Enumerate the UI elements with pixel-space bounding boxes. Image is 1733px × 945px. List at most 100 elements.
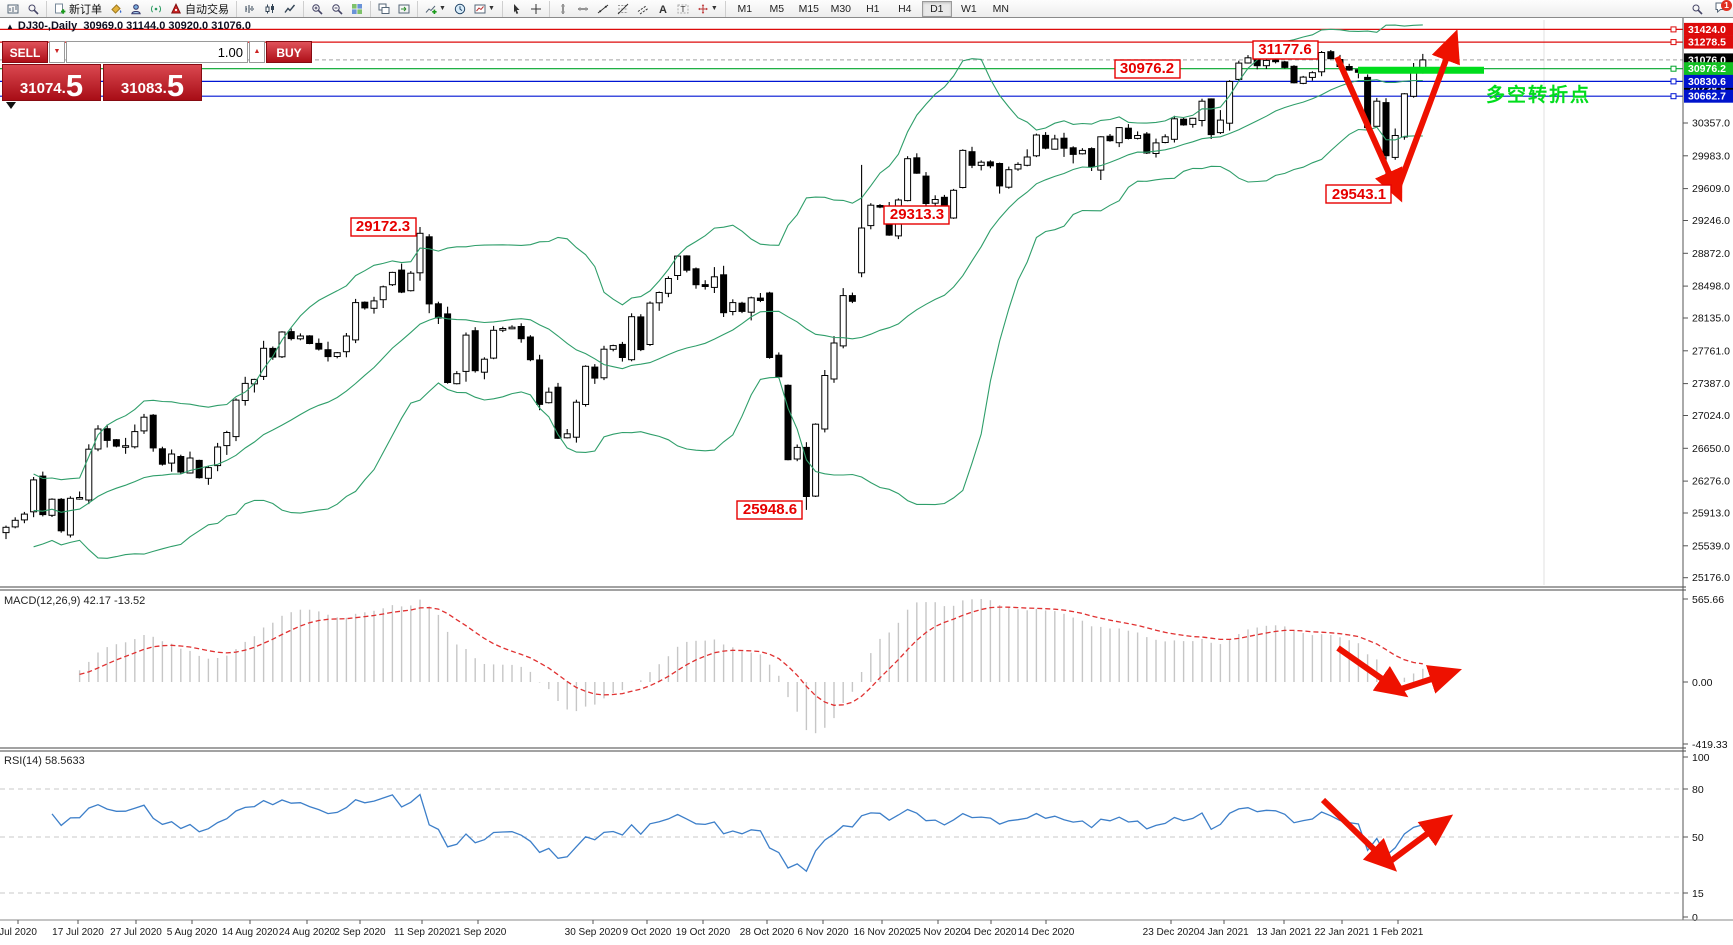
template-button[interactable]: ▼ (471, 0, 498, 17)
buy-price: 31083. (120, 80, 167, 97)
volume-decrease-button[interactable]: ▼ (49, 41, 65, 63)
chevron-down-icon[interactable]: ▼ (439, 5, 446, 12)
symbol-marker-icon: ▲ (6, 22, 14, 31)
magnifier-button[interactable] (24, 0, 42, 17)
hline-button[interactable] (574, 0, 592, 17)
candles-chart-icon (264, 3, 276, 15)
svg-text:29313.3: 29313.3 (890, 206, 944, 223)
label-t-button[interactable]: T (674, 0, 692, 17)
svg-text:31424.0: 31424.0 (1688, 24, 1726, 36)
channel-button[interactable] (634, 0, 652, 17)
arrows-tool-button[interactable]: ▼ (694, 0, 721, 17)
sell-price-display[interactable]: 31074. 5 (2, 64, 101, 101)
search-icon (1691, 3, 1703, 15)
line-chart-icon (284, 3, 296, 15)
text-a-button[interactable]: A (654, 0, 672, 17)
bars-chart-icon (244, 3, 256, 15)
svg-text:9 Oct 2020: 9 Oct 2020 (623, 927, 672, 938)
notifications-button[interactable]: 1 (1715, 0, 1732, 16)
new-order-button[interactable]: 新订单 (51, 0, 105, 17)
crosshair-button[interactable] (527, 0, 545, 17)
timeframe-m5-button[interactable]: M5 (769, 2, 785, 15)
cascade-button[interactable] (375, 0, 393, 17)
svg-text:21 Sep 2020: 21 Sep 2020 (450, 927, 507, 938)
svg-text:26276.0: 26276.0 (1692, 476, 1730, 488)
candles-chart-button[interactable] (261, 0, 279, 17)
timeframe-h1-button[interactable]: H1 (866, 2, 880, 15)
svg-text:30830.6: 30830.6 (1688, 76, 1726, 88)
svg-text:13 Jan 2021: 13 Jan 2021 (1256, 927, 1311, 938)
svg-text:0: 0 (1692, 912, 1698, 924)
search-button[interactable] (1688, 0, 1706, 17)
svg-text:565.66: 565.66 (1692, 594, 1724, 606)
chart-title: ▲ DJ30-,Daily 30969.0 31144.0 30920.0 310… (6, 20, 251, 32)
cone-button[interactable]: 自动交易 (167, 0, 232, 17)
chart-window-icon (7, 3, 19, 15)
fibo-icon (617, 3, 629, 15)
svg-text:25913.0: 25913.0 (1692, 508, 1730, 520)
svg-text:0.00: 0.00 (1692, 677, 1713, 689)
signal-button[interactable] (147, 0, 165, 17)
volume-input[interactable] (66, 41, 248, 63)
new-order-icon (54, 3, 66, 15)
buy-price-display[interactable]: 31083. 5 (103, 64, 202, 101)
svg-text:MACD(12,26,9) 42.17 -13.52: MACD(12,26,9) 42.17 -13.52 (4, 595, 145, 607)
cursor-button[interactable] (507, 0, 525, 17)
zoom-out-button[interactable] (328, 0, 346, 17)
svg-text:1 Feb 2021: 1 Feb 2021 (1373, 927, 1424, 938)
trade-panel-collapse-arrow[interactable] (6, 102, 16, 109)
track-button[interactable] (395, 0, 413, 17)
label-t-icon: T (677, 3, 689, 15)
cone-icon (170, 2, 182, 15)
trendline-button[interactable] (594, 0, 612, 17)
timeframe-m15-button[interactable]: M15 (798, 2, 820, 15)
timeframe-m1-button[interactable]: M1 (737, 2, 753, 15)
chevron-down-icon[interactable]: ▼ (487, 5, 495, 12)
arrows-tool-icon (697, 3, 709, 15)
sell-button[interactable]: SELL (2, 41, 48, 63)
svg-text:100: 100 (1692, 752, 1710, 764)
svg-text:29609.0: 29609.0 (1692, 183, 1730, 195)
clock-icon (454, 3, 466, 15)
buy-button[interactable]: BUY (266, 41, 312, 63)
svg-text:25176.0: 25176.0 (1692, 572, 1730, 584)
magnifier-icon (27, 3, 39, 15)
chart-window-button[interactable] (4, 0, 22, 17)
timeframe-d1-button[interactable]: D1 (921, 0, 952, 17)
timeframe-m30-button[interactable]: M30 (830, 2, 852, 15)
svg-text:28135.0: 28135.0 (1692, 313, 1730, 325)
bucket-button[interactable] (107, 0, 125, 17)
vline-button[interactable] (554, 0, 572, 17)
add-indicator-button[interactable]: ▼ (422, 0, 449, 17)
clock-button[interactable] (451, 0, 469, 17)
svg-text:28872.0: 28872.0 (1692, 248, 1730, 260)
toolbar-group-1: 新订单 自动交易 (47, 0, 237, 17)
channel-icon (637, 3, 649, 15)
profile-icon (130, 3, 142, 15)
fibo-button[interactable] (614, 0, 632, 17)
line-chart-button[interactable] (281, 0, 299, 17)
timeframe-mn-button[interactable]: MN (992, 2, 1009, 15)
vline-icon (557, 3, 569, 15)
timeframe-w1-button[interactable]: W1 (960, 2, 977, 15)
profile-button[interactable] (127, 0, 145, 17)
crosshair-icon (530, 3, 542, 15)
timeframe-h4-button[interactable]: H4 (898, 2, 912, 15)
svg-text:5 Aug 2020: 5 Aug 2020 (167, 927, 218, 938)
ohlc-values: 30969.0 31144.0 30920.0 31076.0 (83, 20, 251, 32)
bars-chart-button[interactable] (241, 0, 259, 17)
svg-text:15: 15 (1692, 888, 1704, 900)
add-indicator-icon (425, 3, 437, 15)
chevron-down-icon[interactable]: ▼ (710, 5, 718, 12)
zoom-in-button[interactable] (308, 0, 326, 17)
toolbar-group-3 (304, 0, 371, 17)
notification-badge: 1 (1721, 0, 1732, 11)
svg-text:31177.6: 31177.6 (1258, 41, 1311, 58)
cascade-icon (378, 3, 390, 15)
volume-increase-button[interactable]: ▲ (249, 41, 265, 63)
svg-text:28498.0: 28498.0 (1692, 281, 1730, 293)
svg-text:4 Dec 2020: 4 Dec 2020 (965, 927, 1017, 938)
tiles-button[interactable] (348, 0, 366, 17)
